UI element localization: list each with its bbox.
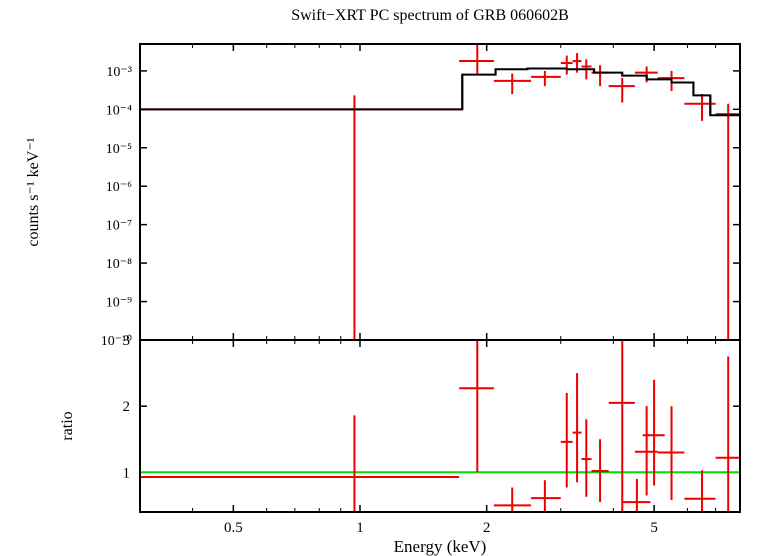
y-top-tick-label: 10⁻⁸ [106, 257, 132, 272]
spectrum-chart: Swift−XRT PC spectrum of GRB 060602B 0.5 1… [0, 0, 758, 556]
y-top-tick-label: 10⁻⁵ [106, 142, 132, 157]
y-top-tick-label: 10⁻⁹ [106, 296, 132, 311]
y-bot-axis-label: ratio [59, 411, 76, 440]
y-bot-tick-label: 3 [123, 333, 131, 349]
x-tick-label: 5 [650, 520, 658, 536]
y-top-tick-label: 10⁻⁶ [106, 180, 132, 195]
x-axis-label: Energy (keV) [394, 537, 487, 556]
x-tick-label: 2 [483, 520, 491, 536]
y-bot-tick-label: 1 [123, 465, 131, 481]
y-top-tick-label: 10⁻⁴ [106, 103, 132, 118]
y-bot-tick-label: 2 [123, 399, 131, 415]
y-top-axis-label: counts s⁻¹ keV⁻¹ [25, 137, 42, 246]
x-tick-label: 0.5 [224, 520, 243, 536]
y-top-tick-label: 10⁻³ [106, 65, 132, 80]
chart-title: Swift−XRT PC spectrum of GRB 060602B [291, 7, 569, 24]
y-top-tick-label: 10⁻⁷ [106, 219, 132, 234]
x-tick-label: 1 [356, 520, 364, 536]
